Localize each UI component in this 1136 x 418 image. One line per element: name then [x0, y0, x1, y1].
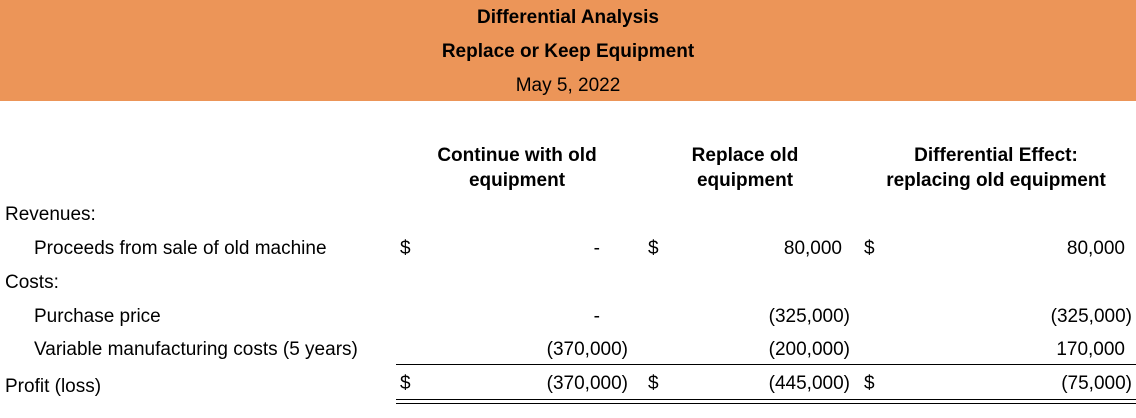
value-profit-continue: (370,000)	[546, 373, 628, 394]
value-variable-differential: 170,000	[1056, 339, 1125, 360]
row-label-purchase: Purchase price	[34, 306, 161, 327]
section-label-revenues: Revenues:	[5, 204, 96, 225]
value-purchase-replace: (325,000)	[768, 306, 850, 327]
value-purchase-differential: (325,000)	[1050, 306, 1132, 327]
currency-symbol: $	[864, 373, 875, 394]
value-variable-replace: (200,000)	[768, 339, 850, 360]
column-header-continue: Continue with old equipment	[412, 143, 622, 193]
row-label-variable: Variable manufacturing costs (5 years)	[34, 339, 358, 360]
column-header-differential-line2: replacing old equipment	[886, 170, 1106, 191]
row-label-proceeds: Proceeds from sale of old machine	[34, 238, 327, 259]
column-header-replace-line1: Replace old	[691, 145, 799, 166]
report-header: Differential Analysis Replace or Keep Eq…	[0, 0, 1136, 101]
subtotal-underline	[396, 364, 1136, 365]
value-profit-replace: (445,000)	[768, 373, 850, 394]
report-date: May 5, 2022	[515, 75, 621, 96]
currency-symbol: $	[864, 238, 875, 259]
value-variable-continue: (370,000)	[546, 339, 628, 360]
section-label-costs: Costs:	[5, 272, 59, 293]
column-header-replace-line2: equipment	[696, 170, 794, 191]
column-header-replace: Replace old equipment	[655, 143, 835, 193]
currency-symbol: $	[400, 373, 411, 394]
column-header-differential: Differential Effect: replacing old equip…	[862, 143, 1130, 193]
value-proceeds-replace: 80,000	[783, 238, 842, 259]
value-profit-differential: (75,000)	[1061, 373, 1132, 394]
value-proceeds-differential: 80,000	[1066, 238, 1125, 259]
column-header-differential-line1: Differential Effect:	[914, 145, 1078, 166]
currency-symbol: $	[648, 373, 659, 394]
column-header-continue-line2: equipment	[468, 170, 566, 191]
value-proceeds-continue: -	[593, 238, 600, 259]
row-label-profit: Profit (loss)	[5, 376, 102, 397]
report-subtitle: Replace or Keep Equipment	[441, 41, 695, 62]
currency-symbol: $	[648, 238, 659, 259]
column-header-continue-line1: Continue with old	[437, 145, 597, 166]
currency-symbol: $	[400, 238, 411, 259]
total-double-underline	[396, 399, 1136, 404]
value-purchase-continue: -	[593, 306, 600, 327]
report-title: Differential Analysis	[477, 7, 659, 28]
